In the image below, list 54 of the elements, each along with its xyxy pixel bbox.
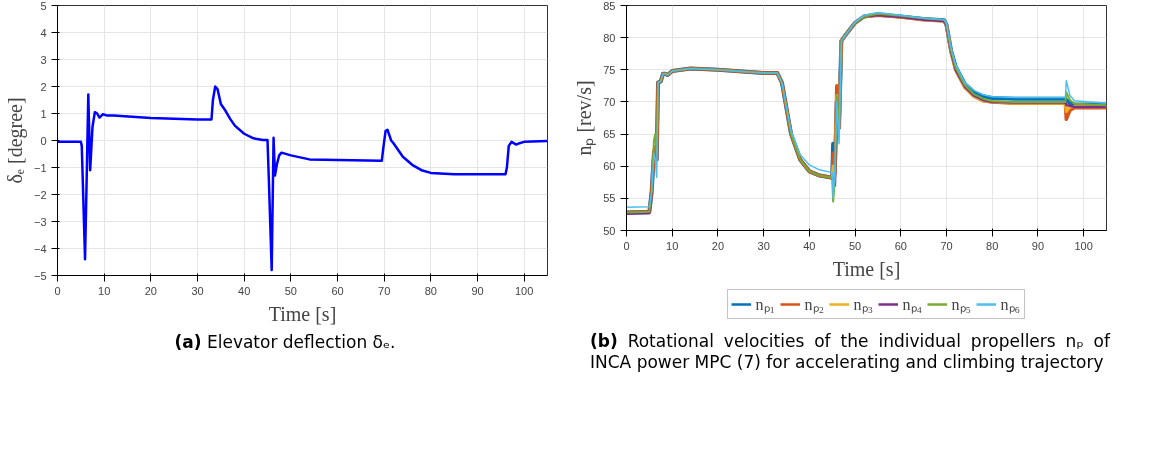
x-tick-label: 30 [191,284,204,297]
x-tick-label: 40 [238,284,251,297]
x-tick-label: 100 [1074,239,1093,252]
x-tick-label: 20 [144,284,157,297]
y-tick-label: −3 [33,215,47,228]
y-tick-label: 2 [40,80,47,93]
y-tick-label: 3 [40,53,47,66]
x-axis-title: Time [s] [832,257,901,280]
y-tick-label: 4 [40,26,47,39]
y-tick-label: 55 [603,192,616,205]
x-tick-label: 10 [666,239,679,252]
y-tick-label: −1 [33,161,47,174]
x-tick-label: 100 [514,284,534,297]
y-tick-label: 75 [603,63,616,76]
legend-label: nₚ₄ [902,295,923,315]
y-tick-label: 70 [603,95,616,108]
x-tick-label: 70 [940,239,953,252]
x-tick-label: 60 [894,239,907,252]
text: (a) Elevator deflection δₑ. [174,332,396,354]
y-tick-label: 5 [40,0,47,12]
x-axis-title: Time [s] [268,302,337,325]
y-tick-label: −4 [33,242,47,255]
x-tick-label: 10 [98,284,111,297]
legend-label: nₚ₆ [1000,295,1021,315]
line-series [57,85,548,272]
x-tick-label: 90 [1031,239,1045,252]
y-tick-label: 80 [603,31,616,44]
x-tick-label: 40 [803,239,816,252]
legend-label: nₚ₁ [755,295,776,315]
x-tick-label: 0 [623,239,630,252]
x-tick-label: 0 [54,284,61,297]
legend-label: nₚ₂ [804,295,825,315]
x-tick-label: 80 [986,239,999,252]
y-tick-label: 60 [603,160,616,173]
x-tick-label: 50 [848,239,862,252]
y-axis-title: δₑ [degree] [3,97,27,184]
text: (b) Rotational velocities of the individual propellers nₚ of INCA power MPC (7) for accelerating and climbing trajectory [590,331,1110,374]
x-tick-label: 30 [757,239,770,252]
x-tick-label: 90 [471,284,484,297]
legend-label: nₚ₃ [853,295,874,315]
y-tick-label: 85 [603,0,616,12]
y-tick-label: 50 [603,224,616,237]
x-tick-label: 20 [711,239,725,252]
y-tick-label: −2 [33,188,47,201]
y-tick-label: 65 [603,128,616,141]
x-tick-label: 70 [378,284,391,297]
x-tick-label: 50 [284,284,297,297]
legend-label: nₚ₅ [951,295,972,315]
y-axis-title: nₚ [rev/s] [573,80,597,156]
y-tick-label: −5 [33,269,47,282]
x-tick-label: 80 [424,284,437,297]
x-tick-label: 60 [331,284,344,297]
y-tick-label: 1 [40,107,47,120]
y-tick-label: 0 [40,134,47,147]
